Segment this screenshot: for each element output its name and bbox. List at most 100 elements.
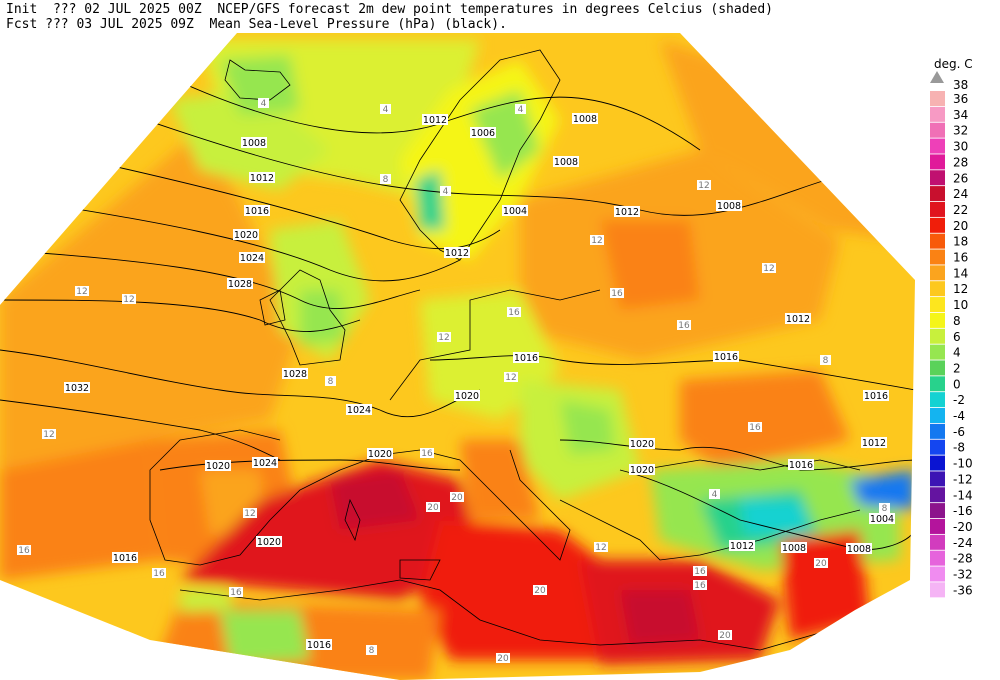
legend-label: -10 [953,457,973,471]
svg-text:8: 8 [328,377,334,387]
svg-text:1024: 1024 [253,458,277,469]
svg-text:12: 12 [505,373,516,383]
legend-swatch [930,344,945,360]
header-line-1: Init ??? 02 JUL 2025 00Z NCEP/GFS foreca… [6,2,774,17]
legend-label: -2 [953,393,965,407]
legend-swatch [930,534,945,550]
legend-swatch [930,312,945,328]
svg-text:16: 16 [694,581,706,591]
legend-label: 12 [953,282,968,296]
legend-label: -16 [953,504,973,518]
legend-swatch [930,249,945,265]
legend-label: 2 [953,361,961,375]
svg-text:12: 12 [591,236,602,246]
svg-text:12: 12 [244,509,255,519]
isobar-label: 1012 [729,540,755,552]
isobar-label: 1020 [233,229,259,241]
dewpoint-label: 8 [380,174,391,185]
svg-text:1020: 1020 [455,391,479,402]
legend-label: -28 [953,552,973,566]
dewpoint-label: 20 [450,492,464,503]
legend-label: -12 [953,472,973,486]
isobar-label: 1020 [367,448,393,460]
dewpoint-label: 12 [762,263,776,274]
dewpoint-label: 12 [42,429,56,440]
isobar-label: 1016 [112,552,138,564]
dewpoint-label: 4 [258,98,269,109]
dewpoint-label: 12 [504,372,518,383]
legend-swatch [930,328,945,344]
legend-swatch [930,423,945,439]
svg-text:1012: 1012 [250,173,274,184]
dewpoint-label: 8 [325,376,336,387]
isobar-label: 1020 [629,438,655,450]
legend-bins: 363432302826242220181614121086420-2-4-6-… [930,91,973,598]
svg-text:12: 12 [438,333,449,343]
isobar-label: 1012 [785,313,811,325]
header-line-2: Fcst ??? 03 JUL 2025 09Z Mean Sea-Level … [6,17,507,32]
isobar-label: 1012 [861,437,887,449]
legend-top-value: 38 [953,78,968,92]
isobar-label: 1016 [244,205,270,217]
legend-swatch [930,91,945,106]
dewpoint-label: 16 [152,568,166,579]
svg-text:16: 16 [18,546,30,556]
isobar-labels: 1012 1006 1008 1008 1008 1012 1016 1008 … [64,113,895,651]
legend-label: 10 [953,298,968,312]
isobar-label: 1020 [629,464,655,476]
isobar-label: 1016 [863,390,889,402]
svg-text:1016: 1016 [789,460,813,471]
dewpoint-label: 20 [496,653,510,664]
svg-text:1012: 1012 [862,438,886,449]
svg-text:1008: 1008 [573,114,597,125]
dewpoint-label: 20 [426,502,440,513]
isobar-label: 1008 [781,542,807,554]
dewpoint-label: 12 [122,294,136,305]
svg-text:1012: 1012 [730,541,754,552]
svg-text:20: 20 [534,586,546,596]
legend-label: 20 [953,219,968,233]
legend-swatch [930,170,945,186]
legend-swatch [930,471,945,487]
svg-text:4: 4 [518,105,524,115]
legend-swatch [930,265,945,281]
legend-swatch [930,566,945,582]
dewpoint-label: 8 [879,503,890,514]
svg-text:1020: 1020 [368,449,392,460]
legend-label: 4 [953,346,961,360]
legend-label: 8 [953,314,961,328]
isobar-label: 1008 [553,156,579,168]
dewpoint-label: 20 [814,558,828,569]
svg-text:1012: 1012 [445,248,469,259]
legend-swatch [930,392,945,408]
legend-label: 6 [953,330,961,344]
svg-text:1016: 1016 [864,391,888,402]
dewpoint-label: 12 [243,508,257,519]
isobar-label: 1016 [788,459,814,471]
isobar-label: 1008 [241,137,267,149]
svg-text:16: 16 [694,567,706,577]
svg-text:1016: 1016 [307,640,331,651]
shaded-field [0,33,915,680]
svg-text:1016: 1016 [113,553,137,564]
svg-text:1006: 1006 [471,128,495,139]
dewpoint-label: 4 [709,489,720,500]
legend-swatch [930,154,945,170]
dewpoint-label: 16 [507,307,521,318]
svg-text:1020: 1020 [630,465,654,476]
svg-text:1012: 1012 [423,115,447,126]
svg-text:1024: 1024 [240,253,264,264]
svg-text:20: 20 [427,503,439,513]
svg-text:16: 16 [421,449,433,459]
legend-top-arrow-icon [930,71,944,83]
isobar-label: 1012 [444,247,470,259]
svg-text:4: 4 [712,490,718,500]
dewpoint-label: 20 [718,630,732,641]
dewpoint-label: 12 [594,542,608,553]
legend-label: 28 [953,155,968,169]
isobar-label: 1004 [502,205,528,217]
legend-label: 30 [953,140,968,154]
svg-text:20: 20 [451,493,463,503]
legend-swatch [930,455,945,471]
svg-text:1020: 1020 [234,230,258,241]
